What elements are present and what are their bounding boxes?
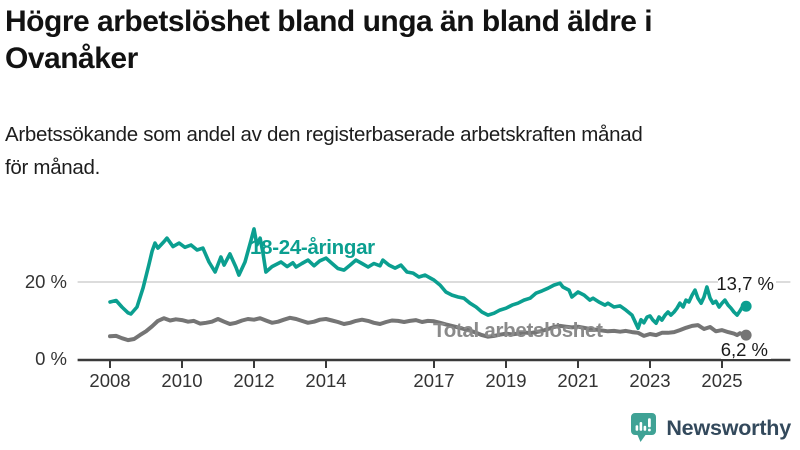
newsworthy-brand-text: Newsworthy — [666, 415, 791, 440]
end-label-bg-18-24-aringar — [718, 275, 776, 292]
end-label-bg-total-arbetsloshet — [721, 342, 771, 359]
series-label-total-arbetsloshet: Total arbetslöshet — [433, 319, 603, 342]
series-end-dot-18-24-aringar — [740, 300, 752, 312]
x-tick-label-2019: 2019 — [485, 370, 526, 391]
y-tick-label-0: 0 % — [35, 348, 67, 369]
series-end-label-total-arbetsloshet: 6,2 % — [721, 339, 768, 360]
x-tick-label-2023: 2023 — [629, 370, 670, 391]
series-line-18-24-aringar — [108, 227, 748, 331]
x-tick-label-2025: 2025 — [701, 370, 742, 391]
series-label-18-24-aringar: 18-24-åringar — [250, 236, 375, 259]
x-tick-label-2012: 2012 — [233, 370, 274, 391]
chart-subtitle: Arbetssökande som andel av den registerb… — [5, 123, 643, 179]
chart-title: Högre arbetslöshet bland unga än bland ä… — [5, 5, 653, 75]
newsworthy-logo-icon — [631, 413, 657, 442]
series-line-total-arbetsloshet — [108, 315, 749, 343]
series-end-label-18-24-aringar: 13,7 % — [716, 273, 774, 294]
x-tick-label-2010: 2010 — [161, 370, 202, 391]
x-tick-label-2008: 2008 — [89, 370, 130, 391]
x-tick-label-2014: 2014 — [305, 370, 346, 391]
newsworthy-logo: Newsworthy — [630, 412, 791, 444]
x-tick-label-2021: 2021 — [557, 370, 598, 391]
series-end-dot-total-arbetsloshet — [740, 329, 752, 341]
y-tick-label-20: 20 % — [25, 271, 67, 292]
x-tick-label-2017: 2017 — [413, 370, 454, 391]
